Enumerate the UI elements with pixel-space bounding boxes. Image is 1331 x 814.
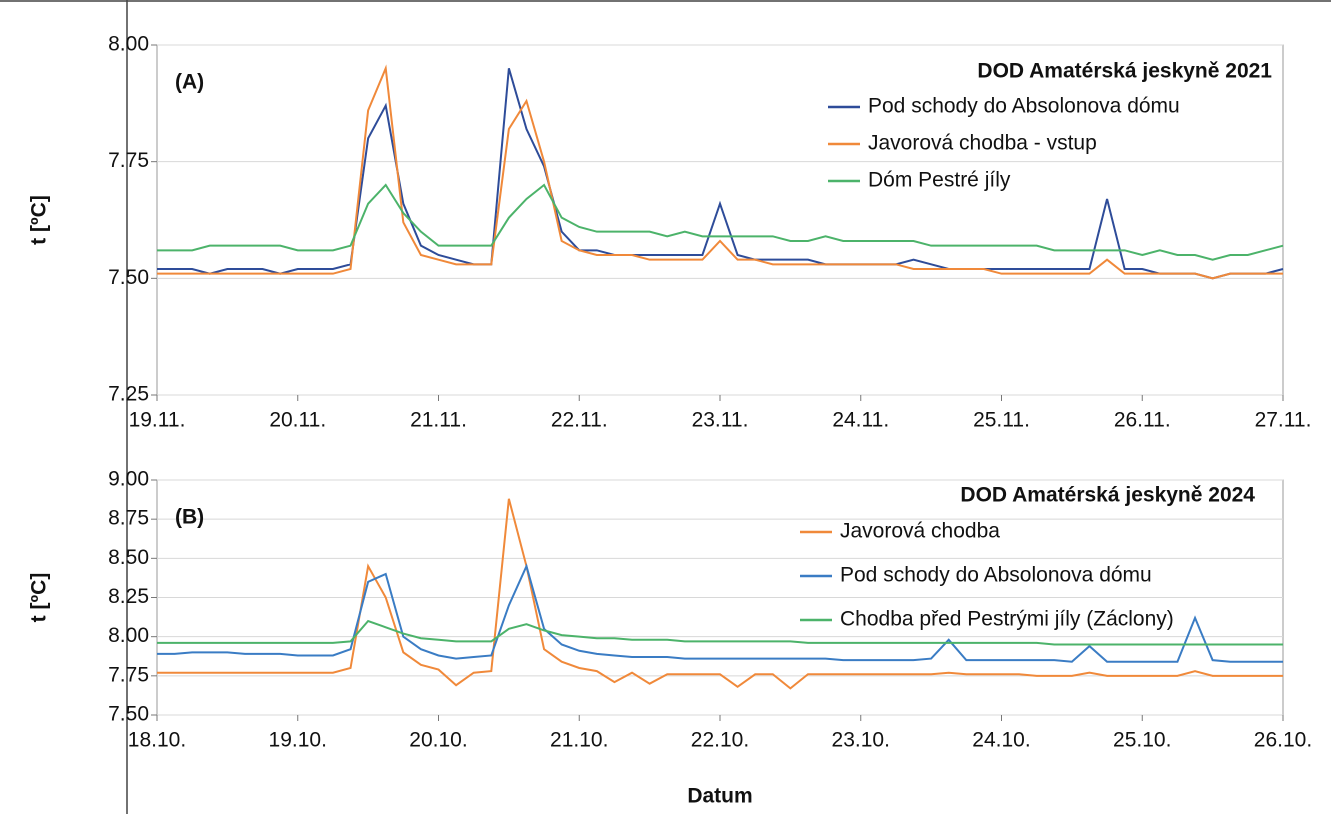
x-tick-label: 18.10. (128, 729, 186, 752)
plot-area (156, 44, 1284, 396)
legend-label: Chodba před Pestrými jíly (Záclony) (840, 608, 1174, 631)
series-line (157, 498, 1283, 690)
x-tick-label: 21.10. (550, 729, 608, 752)
y-axis-label: t [ºC] (28, 195, 51, 245)
y-tick-label: 8.00 (108, 624, 149, 647)
legend-label: Dóm Pestré jíly (868, 169, 1011, 192)
y-tick-label: 7.50 (108, 703, 149, 726)
x-tick-label: 20.11. (269, 409, 326, 432)
panel-label: (A) (175, 71, 204, 94)
x-tick-label: 20.10. (409, 729, 467, 752)
x-tick-label: 27.11. (1255, 409, 1312, 432)
series-line (157, 183, 1284, 261)
x-tick-label: 24.10. (972, 729, 1030, 752)
legend-label: Javorová chodba - vstup (868, 132, 1097, 155)
legend-label: Pod schody do Absolonova dómu (868, 95, 1180, 118)
series-line (157, 68, 1284, 280)
legend-label: Javorová chodba (840, 520, 1000, 543)
legend-label: Pod schody do Absolonova dómu (840, 564, 1152, 587)
y-tick-label: 7.75 (108, 149, 149, 172)
y-tick-label: 8.25 (108, 585, 149, 608)
x-tick-label: 22.10. (691, 729, 749, 752)
x-tick-label: 25.10. (1113, 729, 1171, 752)
y-tick-label: 7.50 (108, 266, 149, 289)
series-line (157, 64, 1283, 280)
x-tick-label: 26.11. (1114, 409, 1171, 432)
y-tick-label: 9.00 (108, 468, 149, 491)
y-tick-label: 7.75 (108, 663, 149, 686)
x-tick-label: 23.11. (692, 409, 749, 432)
x-tick-label: 22.11. (551, 409, 608, 432)
legend-title: DOD Amatérská jeskyně 2021 (977, 60, 1272, 83)
y-tick-label: 8.75 (108, 507, 149, 530)
panel-label: (B) (175, 506, 204, 529)
x-axis-label: Datum (687, 785, 752, 808)
series-line (157, 619, 1283, 646)
legend-title: DOD Amatérská jeskyně 2024 (960, 484, 1255, 507)
x-tick-label: 19.10. (269, 729, 327, 752)
x-tick-label: 21.11. (410, 409, 467, 432)
y-tick-label: 8.00 (108, 33, 149, 56)
x-tick-label: 23.10. (832, 729, 890, 752)
x-tick-label: 26.10. (1254, 729, 1312, 752)
y-tick-label: 8.50 (108, 546, 149, 569)
x-tick-label: 24.11. (832, 409, 889, 432)
y-axis-label: t [ºC] (28, 573, 51, 623)
x-tick-label: 19.11. (129, 409, 186, 432)
x-tick-label: 25.11. (973, 409, 1030, 432)
series-line (157, 563, 1283, 663)
y-tick-label: 7.25 (108, 383, 149, 406)
